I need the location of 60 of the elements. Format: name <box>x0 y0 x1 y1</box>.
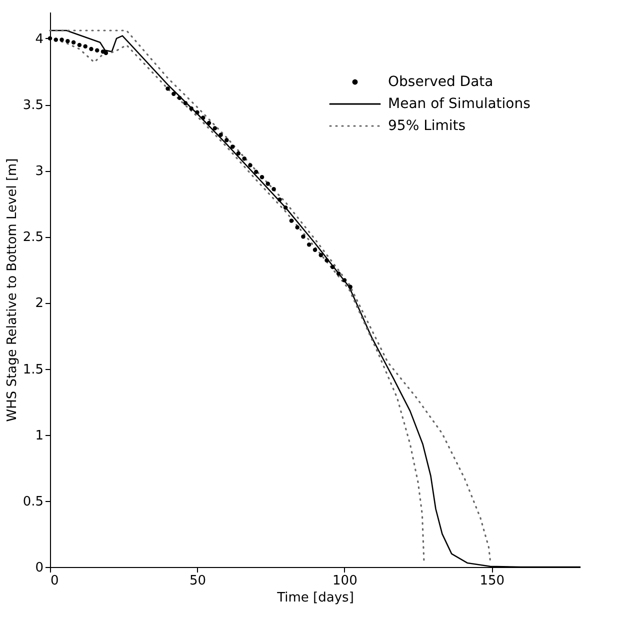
point <box>301 234 306 239</box>
legend-label: 95% Limits <box>388 118 466 134</box>
point <box>312 248 318 252</box>
legend-label: Mean of Simulations <box>388 96 530 112</box>
point <box>206 120 212 126</box>
point <box>283 205 288 210</box>
point <box>189 106 194 111</box>
y-tick-label: 0 <box>35 560 44 576</box>
point <box>166 86 170 91</box>
point <box>195 110 200 115</box>
point <box>330 264 335 270</box>
point <box>200 116 206 120</box>
x-tick-label: 150 <box>480 574 505 588</box>
point <box>71 40 76 45</box>
point <box>218 132 223 138</box>
y-tick-label: 3.5 <box>22 98 44 113</box>
point <box>236 151 241 156</box>
point <box>224 138 229 142</box>
point <box>295 225 300 230</box>
point <box>272 186 276 192</box>
point <box>248 163 252 168</box>
point <box>260 175 264 180</box>
point <box>48 36 52 41</box>
point <box>266 182 270 186</box>
point <box>66 38 70 44</box>
point <box>60 38 64 42</box>
point <box>177 96 182 100</box>
point <box>254 170 258 174</box>
point <box>306 242 312 247</box>
point <box>242 156 246 161</box>
y-tick-label: 2 <box>35 296 44 312</box>
y-tick-label: 0.5 <box>22 494 44 510</box>
point <box>77 42 82 48</box>
point <box>289 218 294 223</box>
point <box>342 278 347 282</box>
point <box>183 101 188 106</box>
point <box>212 126 218 130</box>
point <box>54 38 58 42</box>
x-tick-label: 100 <box>332 574 358 588</box>
y-tick-label: 3 <box>35 164 44 180</box>
point <box>318 253 324 258</box>
point <box>324 258 329 263</box>
point <box>94 48 100 52</box>
point <box>278 198 282 202</box>
x-tick-label: 50 <box>189 574 206 588</box>
point <box>89 46 94 52</box>
point <box>348 284 352 289</box>
point <box>336 272 341 276</box>
legend-label: Observed Data <box>388 74 494 90</box>
y-tick-label: 1 <box>35 428 44 444</box>
point <box>83 44 88 48</box>
x-tick-label: 0 <box>50 574 59 588</box>
y-tick-label: 2.5 <box>22 230 44 246</box>
y-tick-label: 1.5 <box>22 362 44 378</box>
x-axis-title: Time [days] <box>276 590 354 606</box>
point <box>104 50 108 56</box>
y-axis-title: WHS Stage Relative to Bottom Level [m] <box>4 158 20 422</box>
y-tick-label: 4 <box>35 32 44 47</box>
point <box>172 92 176 96</box>
point <box>230 144 235 149</box>
